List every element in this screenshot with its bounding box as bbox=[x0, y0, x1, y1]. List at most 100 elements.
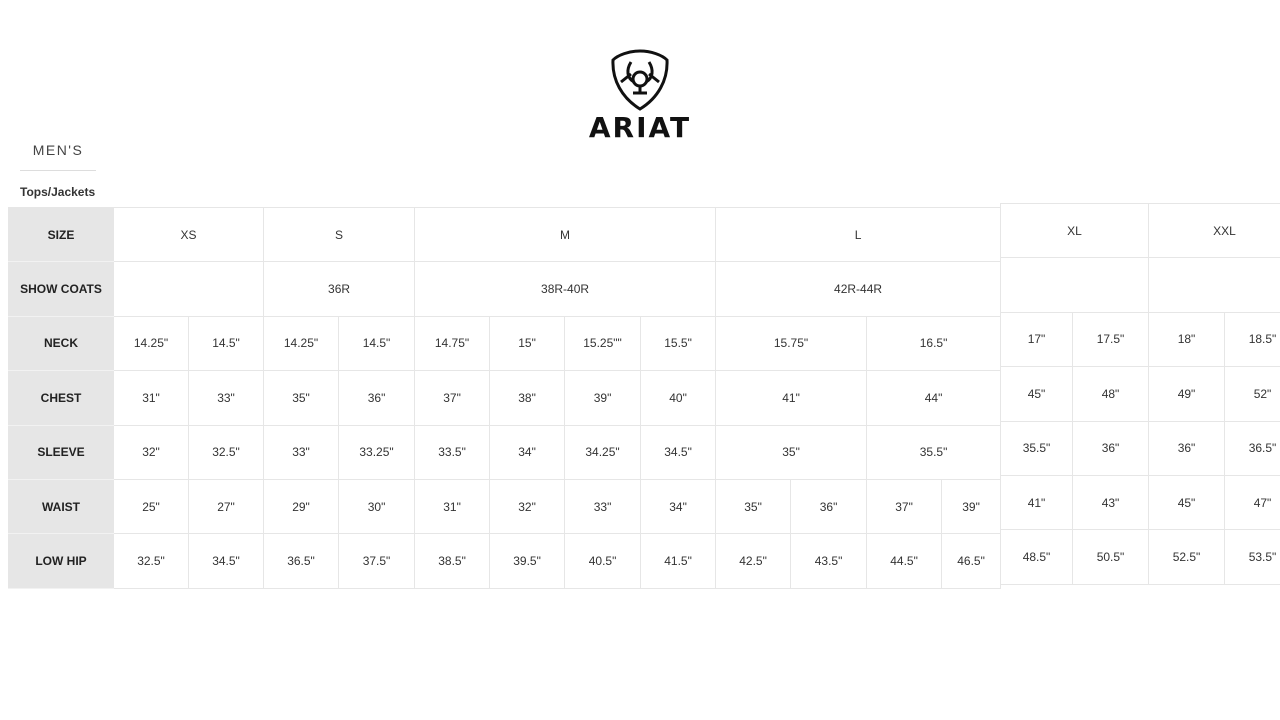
table-cell: 35.5" bbox=[1000, 420, 1073, 476]
table-row: LOW HIP 32.5" 34.5" 36.5" 37.5" 38.5" 39.5" 40.… bbox=[8, 533, 1002, 589]
table-cell: 18.5" bbox=[1224, 311, 1280, 368]
table-cell: 53.5" bbox=[1224, 529, 1280, 585]
table-cell: 32" bbox=[489, 478, 566, 535]
table-cell: 47" bbox=[1224, 474, 1280, 531]
table-cell: 49" bbox=[1148, 366, 1225, 422]
table-row: CHEST 31" 33" 35" 36" 37" 38" 39" 40" 41" 44" bbox=[8, 370, 1002, 426]
table-cell: 35.5" bbox=[866, 424, 1002, 480]
table-cell: 35" bbox=[715, 424, 868, 480]
table-cell: 40" bbox=[640, 370, 717, 426]
table-cell: 48.5" bbox=[1000, 529, 1073, 585]
table-cell: 50.5" bbox=[1072, 529, 1149, 585]
table-cell: 36R bbox=[263, 261, 416, 317]
brand-name: ARIAT bbox=[588, 111, 692, 144]
table-cell: 40.5" bbox=[564, 533, 642, 589]
table-cell: 34.5" bbox=[640, 424, 717, 480]
table-cell: 25" bbox=[113, 478, 189, 535]
row-label-chest: CHEST bbox=[8, 370, 114, 426]
table-cell: 17.5" bbox=[1072, 311, 1149, 368]
table-cell: 32.5" bbox=[187, 424, 265, 480]
table-cell: 36" bbox=[1072, 420, 1149, 476]
table-cell: 32" bbox=[113, 424, 189, 480]
table-cell: 37" bbox=[866, 478, 943, 535]
table-cell: 14.25" bbox=[113, 315, 189, 372]
table-cell: 38" bbox=[489, 370, 566, 426]
table-row: 17" 17.5" 18" 18.5" bbox=[1000, 311, 1280, 368]
table-cell: 35" bbox=[715, 478, 792, 535]
table-cell: 41" bbox=[715, 370, 868, 426]
table-row: 48.5" 50.5" 52.5" 53.5" bbox=[1000, 529, 1280, 585]
table-cell: 15.25"" bbox=[564, 315, 642, 372]
table-cell: 18" bbox=[1148, 311, 1225, 368]
table-cell: L bbox=[715, 206, 1002, 263]
table-cell: 34.25" bbox=[564, 424, 642, 480]
table-row: NECK 14.25" 14.5" 14.25" 14.5" 14.75" 15" 15.25… bbox=[8, 315, 1002, 372]
table-cell: 14.75" bbox=[414, 315, 491, 372]
table-cell: 27" bbox=[187, 478, 265, 535]
row-label-show-coats: SHOW COATS bbox=[8, 261, 114, 317]
table-cell: 52.5" bbox=[1148, 529, 1225, 585]
table-cell: 36" bbox=[790, 478, 868, 535]
category-tab-mens[interactable]: MEN'S bbox=[20, 142, 96, 171]
table-cell bbox=[112, 261, 265, 317]
table-cell: 33.5" bbox=[414, 424, 491, 480]
table-cell: 42.5" bbox=[715, 533, 792, 589]
table-cell: 37.5" bbox=[338, 533, 416, 589]
table-cell: 30" bbox=[338, 478, 416, 535]
table-cell: 33" bbox=[564, 478, 642, 535]
table-cell: 36.5" bbox=[1224, 420, 1280, 476]
table-cell: 34" bbox=[640, 478, 717, 535]
table-cell: 36" bbox=[338, 370, 416, 426]
table-cell: XXL bbox=[1148, 202, 1280, 259]
table-cell: 14.5" bbox=[187, 315, 265, 372]
table-cell: 14.5" bbox=[338, 315, 416, 372]
table-cell: 35" bbox=[263, 370, 340, 426]
table-cell: 36" bbox=[1148, 420, 1225, 476]
table-cell: 39.5" bbox=[489, 533, 566, 589]
table-cell bbox=[1000, 257, 1149, 313]
table-cell: 44.5" bbox=[866, 533, 943, 589]
table-cell: 31" bbox=[113, 370, 189, 426]
table-cell: 15.5" bbox=[640, 315, 717, 372]
table-cell: 34.5" bbox=[187, 533, 265, 589]
table-cell: 45" bbox=[1000, 366, 1073, 422]
table-cell: 36.5" bbox=[263, 533, 340, 589]
table-row: 35.5" 36" 36" 36.5" bbox=[1000, 420, 1280, 476]
row-label-waist: WAIST bbox=[8, 478, 114, 535]
table-row bbox=[1000, 257, 1280, 313]
table-row: XL XXL bbox=[1000, 202, 1280, 259]
table-cell: 43.5" bbox=[790, 533, 868, 589]
size-chart-extended-table: XL XXL 17" 17.5" 18" 18.5" 45" 48" 49" 52" 35.5" 36… bbox=[1000, 202, 1280, 585]
table-cell: 42R-44R bbox=[715, 261, 1002, 317]
table-cell: 16.5" bbox=[866, 315, 1002, 372]
table-cell: 37" bbox=[414, 370, 491, 426]
table-cell: 15" bbox=[489, 315, 566, 372]
table-cell: 34" bbox=[489, 424, 566, 480]
table-cell: 31" bbox=[414, 478, 491, 535]
table-row: 45" 48" 49" 52" bbox=[1000, 366, 1280, 422]
table-row: SLEEVE 32" 32.5" 33" 33.25" 33.5" 34" 34.25" 34.… bbox=[8, 424, 1002, 480]
table-cell: XL bbox=[1000, 202, 1149, 259]
table-cell: 52" bbox=[1224, 366, 1280, 422]
table-row: WAIST 25" 27" 29" 30" 31" 32" 33" 34" 35" 36" 37" 39… bbox=[8, 478, 1002, 535]
table-cell: XS bbox=[112, 206, 265, 263]
table-cell: 43" bbox=[1072, 474, 1149, 531]
table-cell: 17" bbox=[1000, 311, 1073, 368]
table-cell: 38R-40R bbox=[414, 261, 717, 317]
size-chart-table: SIZE XS S M L SHOW COATS 36R 38R-40R 42R-44R NECK… bbox=[8, 206, 1002, 589]
table-cell: S bbox=[263, 206, 416, 263]
table-cell: 33.25" bbox=[338, 424, 416, 480]
row-label-size: SIZE bbox=[8, 206, 114, 263]
table-cell: 14.25" bbox=[263, 315, 340, 372]
table-row: 41" 43" 45" 47" bbox=[1000, 474, 1280, 531]
table-cell: 39" bbox=[941, 478, 1002, 535]
table-cell: 33" bbox=[263, 424, 340, 480]
table-cell: 41" bbox=[1000, 474, 1073, 531]
table-cell: 38.5" bbox=[414, 533, 491, 589]
ariat-shield-icon bbox=[611, 49, 669, 111]
table-cell: 33" bbox=[187, 370, 265, 426]
row-label-neck: NECK bbox=[8, 315, 114, 372]
table-cell: 48" bbox=[1072, 366, 1149, 422]
table-cell: 44" bbox=[866, 370, 1002, 426]
section-title: Tops/Jackets bbox=[20, 185, 96, 199]
